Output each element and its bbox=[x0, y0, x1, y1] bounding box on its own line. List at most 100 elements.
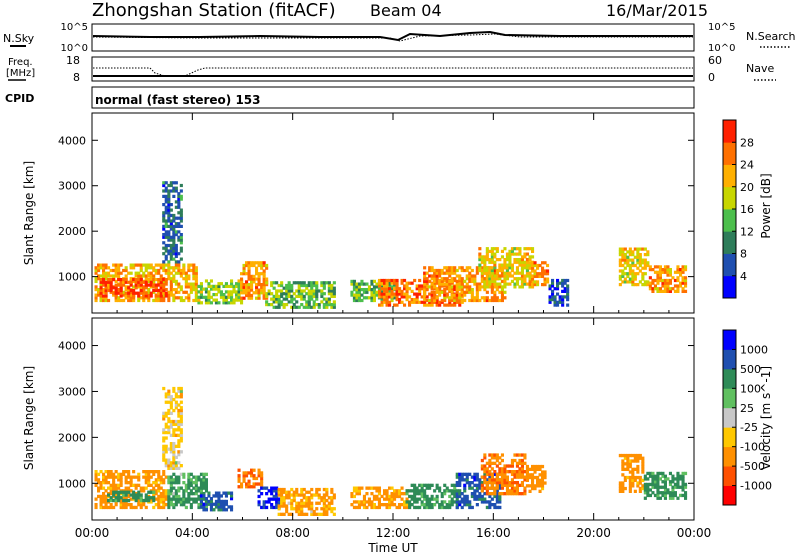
power-cell bbox=[255, 261, 259, 265]
velocity-cell bbox=[112, 483, 116, 487]
velocity-cell bbox=[505, 489, 509, 493]
velocity-cell bbox=[531, 478, 535, 482]
velocity-cell bbox=[107, 475, 111, 479]
power-cell bbox=[252, 291, 256, 295]
power-cell bbox=[370, 298, 374, 303]
power-cell bbox=[179, 285, 183, 289]
velocity-cell bbox=[656, 482, 660, 487]
velocity-cell bbox=[646, 482, 650, 487]
velocity-cell bbox=[112, 505, 116, 510]
velocity-cell bbox=[651, 471, 655, 476]
velocity-cell bbox=[631, 467, 635, 471]
velocity-cell bbox=[470, 505, 474, 510]
power-cell bbox=[167, 197, 171, 201]
power-cell bbox=[531, 260, 535, 264]
power-cell bbox=[167, 266, 171, 270]
power-cell bbox=[119, 263, 123, 267]
power-cell bbox=[475, 268, 479, 273]
velocity-cell bbox=[177, 395, 181, 399]
power-cell bbox=[430, 287, 434, 291]
power-cell bbox=[485, 258, 489, 262]
velocity-cell bbox=[142, 470, 146, 474]
velocity-cell bbox=[490, 475, 494, 479]
power-cell bbox=[458, 298, 462, 302]
power-cell bbox=[425, 281, 429, 285]
power-cell bbox=[515, 260, 519, 264]
velocity-cell bbox=[440, 503, 444, 507]
power-cell bbox=[174, 271, 178, 275]
velocity-cell bbox=[207, 491, 211, 495]
power-cell bbox=[485, 266, 489, 270]
power-cell bbox=[448, 282, 452, 286]
velocity-cell bbox=[626, 459, 630, 463]
power-cell bbox=[167, 268, 171, 273]
power-cell bbox=[167, 290, 171, 294]
velocity-cell bbox=[490, 497, 494, 501]
power-cell bbox=[425, 288, 429, 292]
velocity-cell bbox=[297, 493, 301, 497]
power-cell bbox=[162, 266, 166, 270]
velocity-cell bbox=[199, 505, 203, 509]
power-cell bbox=[666, 289, 670, 293]
velocity-cell bbox=[377, 489, 381, 493]
velocity-cell bbox=[322, 496, 326, 500]
velocity-cell bbox=[94, 497, 98, 501]
power-cell bbox=[623, 277, 627, 281]
power-cell bbox=[260, 272, 264, 276]
power-cell bbox=[531, 277, 535, 281]
power-cell bbox=[415, 284, 419, 288]
velocity-cell bbox=[435, 483, 439, 487]
velocity-cell bbox=[372, 497, 376, 501]
velocity-cell bbox=[520, 483, 524, 487]
velocity-cell bbox=[433, 489, 437, 493]
power-cell bbox=[209, 279, 213, 283]
power-cell bbox=[217, 301, 221, 305]
velocity-cell bbox=[157, 497, 161, 501]
velocity-cell bbox=[393, 497, 397, 501]
power-cell bbox=[94, 293, 98, 297]
velocity-cell bbox=[177, 489, 181, 493]
power-cell bbox=[317, 305, 321, 309]
velocity-cell bbox=[621, 489, 625, 493]
velocity-cell bbox=[164, 489, 168, 493]
velocity-cell bbox=[450, 497, 454, 501]
velocity-cell bbox=[676, 474, 680, 478]
velocity-cell bbox=[671, 474, 675, 478]
velocity-cell bbox=[418, 489, 422, 493]
velocity-cell bbox=[129, 475, 133, 479]
velocity-cell bbox=[681, 471, 685, 476]
velocity-cell bbox=[179, 486, 183, 490]
power-cell bbox=[433, 271, 437, 275]
velocity-cell bbox=[458, 500, 462, 504]
power-cell bbox=[628, 258, 632, 262]
power-cell bbox=[240, 285, 244, 289]
velocity-cell bbox=[646, 485, 650, 489]
velocity-cell bbox=[538, 467, 542, 471]
velocity-cell bbox=[430, 497, 434, 501]
velocity-cell bbox=[172, 505, 176, 510]
power-cell bbox=[245, 285, 249, 289]
velocity-cell bbox=[192, 500, 196, 504]
velocity-cell bbox=[99, 497, 103, 501]
velocity-cell bbox=[179, 417, 183, 421]
velocity-echo-region bbox=[162, 386, 183, 470]
velocity-cell bbox=[167, 505, 171, 510]
velocity-cell bbox=[651, 474, 655, 478]
velocity-cell bbox=[94, 483, 98, 487]
velocity-cell bbox=[182, 489, 186, 493]
velocity-cell bbox=[385, 497, 389, 501]
velocity-cell bbox=[643, 482, 647, 487]
power-cell bbox=[450, 287, 454, 291]
power-cell bbox=[250, 296, 254, 300]
velocity-cell bbox=[448, 494, 452, 499]
power-cell bbox=[310, 283, 314, 288]
velocity-cell bbox=[440, 505, 444, 510]
power-cell bbox=[142, 290, 146, 294]
power-cell bbox=[330, 292, 334, 296]
velocity-cell bbox=[515, 475, 519, 479]
velocity-cell bbox=[663, 496, 667, 500]
power-cell bbox=[179, 257, 183, 261]
power-cell bbox=[679, 281, 683, 285]
power-cell bbox=[631, 280, 635, 284]
velocity-cell bbox=[280, 493, 284, 497]
